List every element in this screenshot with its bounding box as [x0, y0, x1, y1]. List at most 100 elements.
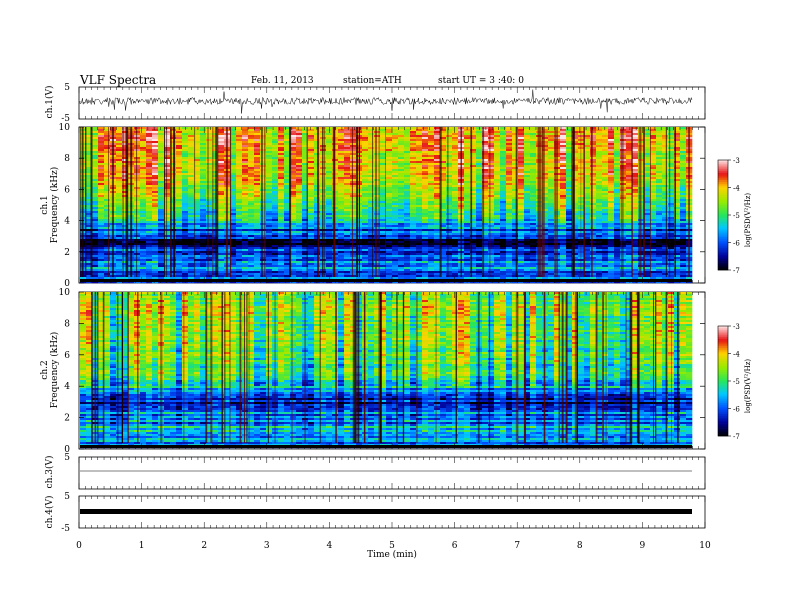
spectrogram-cell — [86, 193, 93, 196]
spectrogram-cell — [494, 173, 501, 176]
spectrogram-cell — [200, 163, 207, 166]
spectrogram-cell — [512, 209, 519, 212]
spectrogram-cell — [656, 185, 663, 188]
spectrogram-cell — [86, 189, 93, 192]
spectrogram-cell — [422, 187, 429, 190]
spectrogram-cell — [566, 129, 573, 132]
spectrogram-cell — [242, 175, 249, 178]
spectrogram-cell — [506, 221, 513, 224]
spectrogram-cell — [680, 159, 687, 162]
spectrogram-cell — [368, 173, 375, 176]
spectrogram-cell — [254, 171, 261, 174]
spectrogram-cell — [626, 149, 633, 152]
spectrogram-cell — [254, 151, 261, 154]
spectrogram-cell — [644, 127, 651, 130]
spectrogram-cell — [308, 139, 315, 142]
spectrogram-cell — [416, 157, 423, 160]
spectrogram-cell — [122, 197, 129, 200]
spectrogram-cell — [134, 173, 141, 176]
spectrogram-cell — [122, 139, 129, 142]
spectrogram-cell — [350, 151, 357, 154]
spectrogram-cell — [560, 127, 567, 130]
spectrogram-cell — [326, 167, 333, 170]
spectrogram-cell — [584, 195, 591, 198]
spectrogram-cell — [392, 183, 399, 186]
spectrogram-cell — [608, 129, 615, 132]
spectrogram-cell — [602, 127, 609, 130]
spectrogram-cell — [86, 203, 93, 206]
spectrogram-cell — [122, 189, 129, 192]
spectrogram-cell — [608, 205, 615, 208]
spectrogram-cell — [422, 219, 429, 222]
spectrogram-cell — [494, 147, 501, 150]
spectrogram-cell — [242, 131, 249, 134]
spectrogram-cell — [524, 173, 531, 176]
spectrogram-cell — [644, 205, 651, 208]
spectrogram-cell — [494, 177, 501, 180]
spectrogram-cell — [542, 221, 549, 224]
spectrogram-cell — [602, 163, 609, 166]
spectrogram-cell — [440, 147, 447, 150]
spectrogram-cell — [92, 131, 99, 134]
spectrogram-cell — [644, 147, 651, 150]
spectrogram-cell — [542, 133, 549, 136]
spectrogram-cell — [476, 185, 483, 188]
spectrogram-cell — [374, 173, 381, 176]
spectrogram-cell — [428, 171, 435, 174]
spectrogram-cell — [560, 137, 567, 140]
spectrogram-cell — [104, 213, 111, 216]
spectrogram-cell — [416, 153, 423, 156]
spectrogram-cell — [524, 137, 531, 140]
spectrogram-cell — [656, 197, 663, 200]
spectrogram-cell — [326, 205, 333, 208]
spectrogram-cell — [146, 163, 153, 166]
spectrogram-cell — [488, 199, 495, 202]
spectrogram-cell — [512, 149, 519, 152]
spectrogram-cell — [392, 201, 399, 204]
spectrogram-cell — [182, 211, 189, 214]
spectrogram-cell — [188, 189, 195, 192]
spectrogram-cell — [512, 187, 519, 190]
spectrogram-cell — [194, 165, 201, 168]
spectrogram-cell — [404, 145, 411, 148]
spectrogram-cell — [134, 215, 141, 218]
spectrogram-cell — [548, 207, 555, 210]
spectrogram-cell — [278, 133, 285, 136]
spectrogram-cell — [326, 151, 333, 154]
spectrogram-cell — [140, 157, 147, 160]
spectrogram-cell — [218, 207, 225, 210]
spectrogram-cell — [524, 217, 531, 220]
spectrogram-cell — [572, 137, 579, 140]
spectrogram-cell — [548, 157, 555, 160]
spectrogram-cell — [494, 163, 501, 166]
spectrogram-cell — [512, 127, 519, 130]
spectrogram-cell — [200, 175, 207, 178]
spectrogram-cell — [254, 147, 261, 150]
spectrogram-cell — [668, 131, 675, 134]
spectrogram-cell — [608, 165, 615, 168]
spectrogram-cell — [440, 201, 447, 204]
spectrogram-cell — [566, 145, 573, 148]
spectrogram-cell — [386, 203, 393, 206]
spectrogram-cell — [548, 217, 555, 220]
spectrogram-cell — [530, 151, 537, 154]
spectrogram-cell — [260, 129, 267, 132]
spectrogram-cell — [302, 171, 309, 174]
spectrogram-cell — [668, 133, 675, 136]
spectrogram-cell — [446, 219, 453, 222]
spectrogram-cell — [194, 215, 201, 218]
spectrogram-cell — [512, 137, 519, 140]
spectrogram-cell — [392, 149, 399, 152]
spectrogram-cell — [254, 177, 261, 180]
spectrogram-cell — [104, 183, 111, 186]
spectrogram-cell — [290, 213, 297, 216]
spectrogram-cell — [296, 139, 303, 142]
spectrogram-cell — [680, 149, 687, 152]
spectrogram-cell — [296, 157, 303, 160]
spectrogram-cell — [566, 175, 573, 178]
spectrogram-cell — [530, 135, 537, 138]
spectrogram-cell — [524, 199, 531, 202]
spectrogram-cell — [566, 161, 573, 164]
spectrogram-cell — [290, 211, 297, 214]
spectrogram-cell — [524, 141, 531, 144]
